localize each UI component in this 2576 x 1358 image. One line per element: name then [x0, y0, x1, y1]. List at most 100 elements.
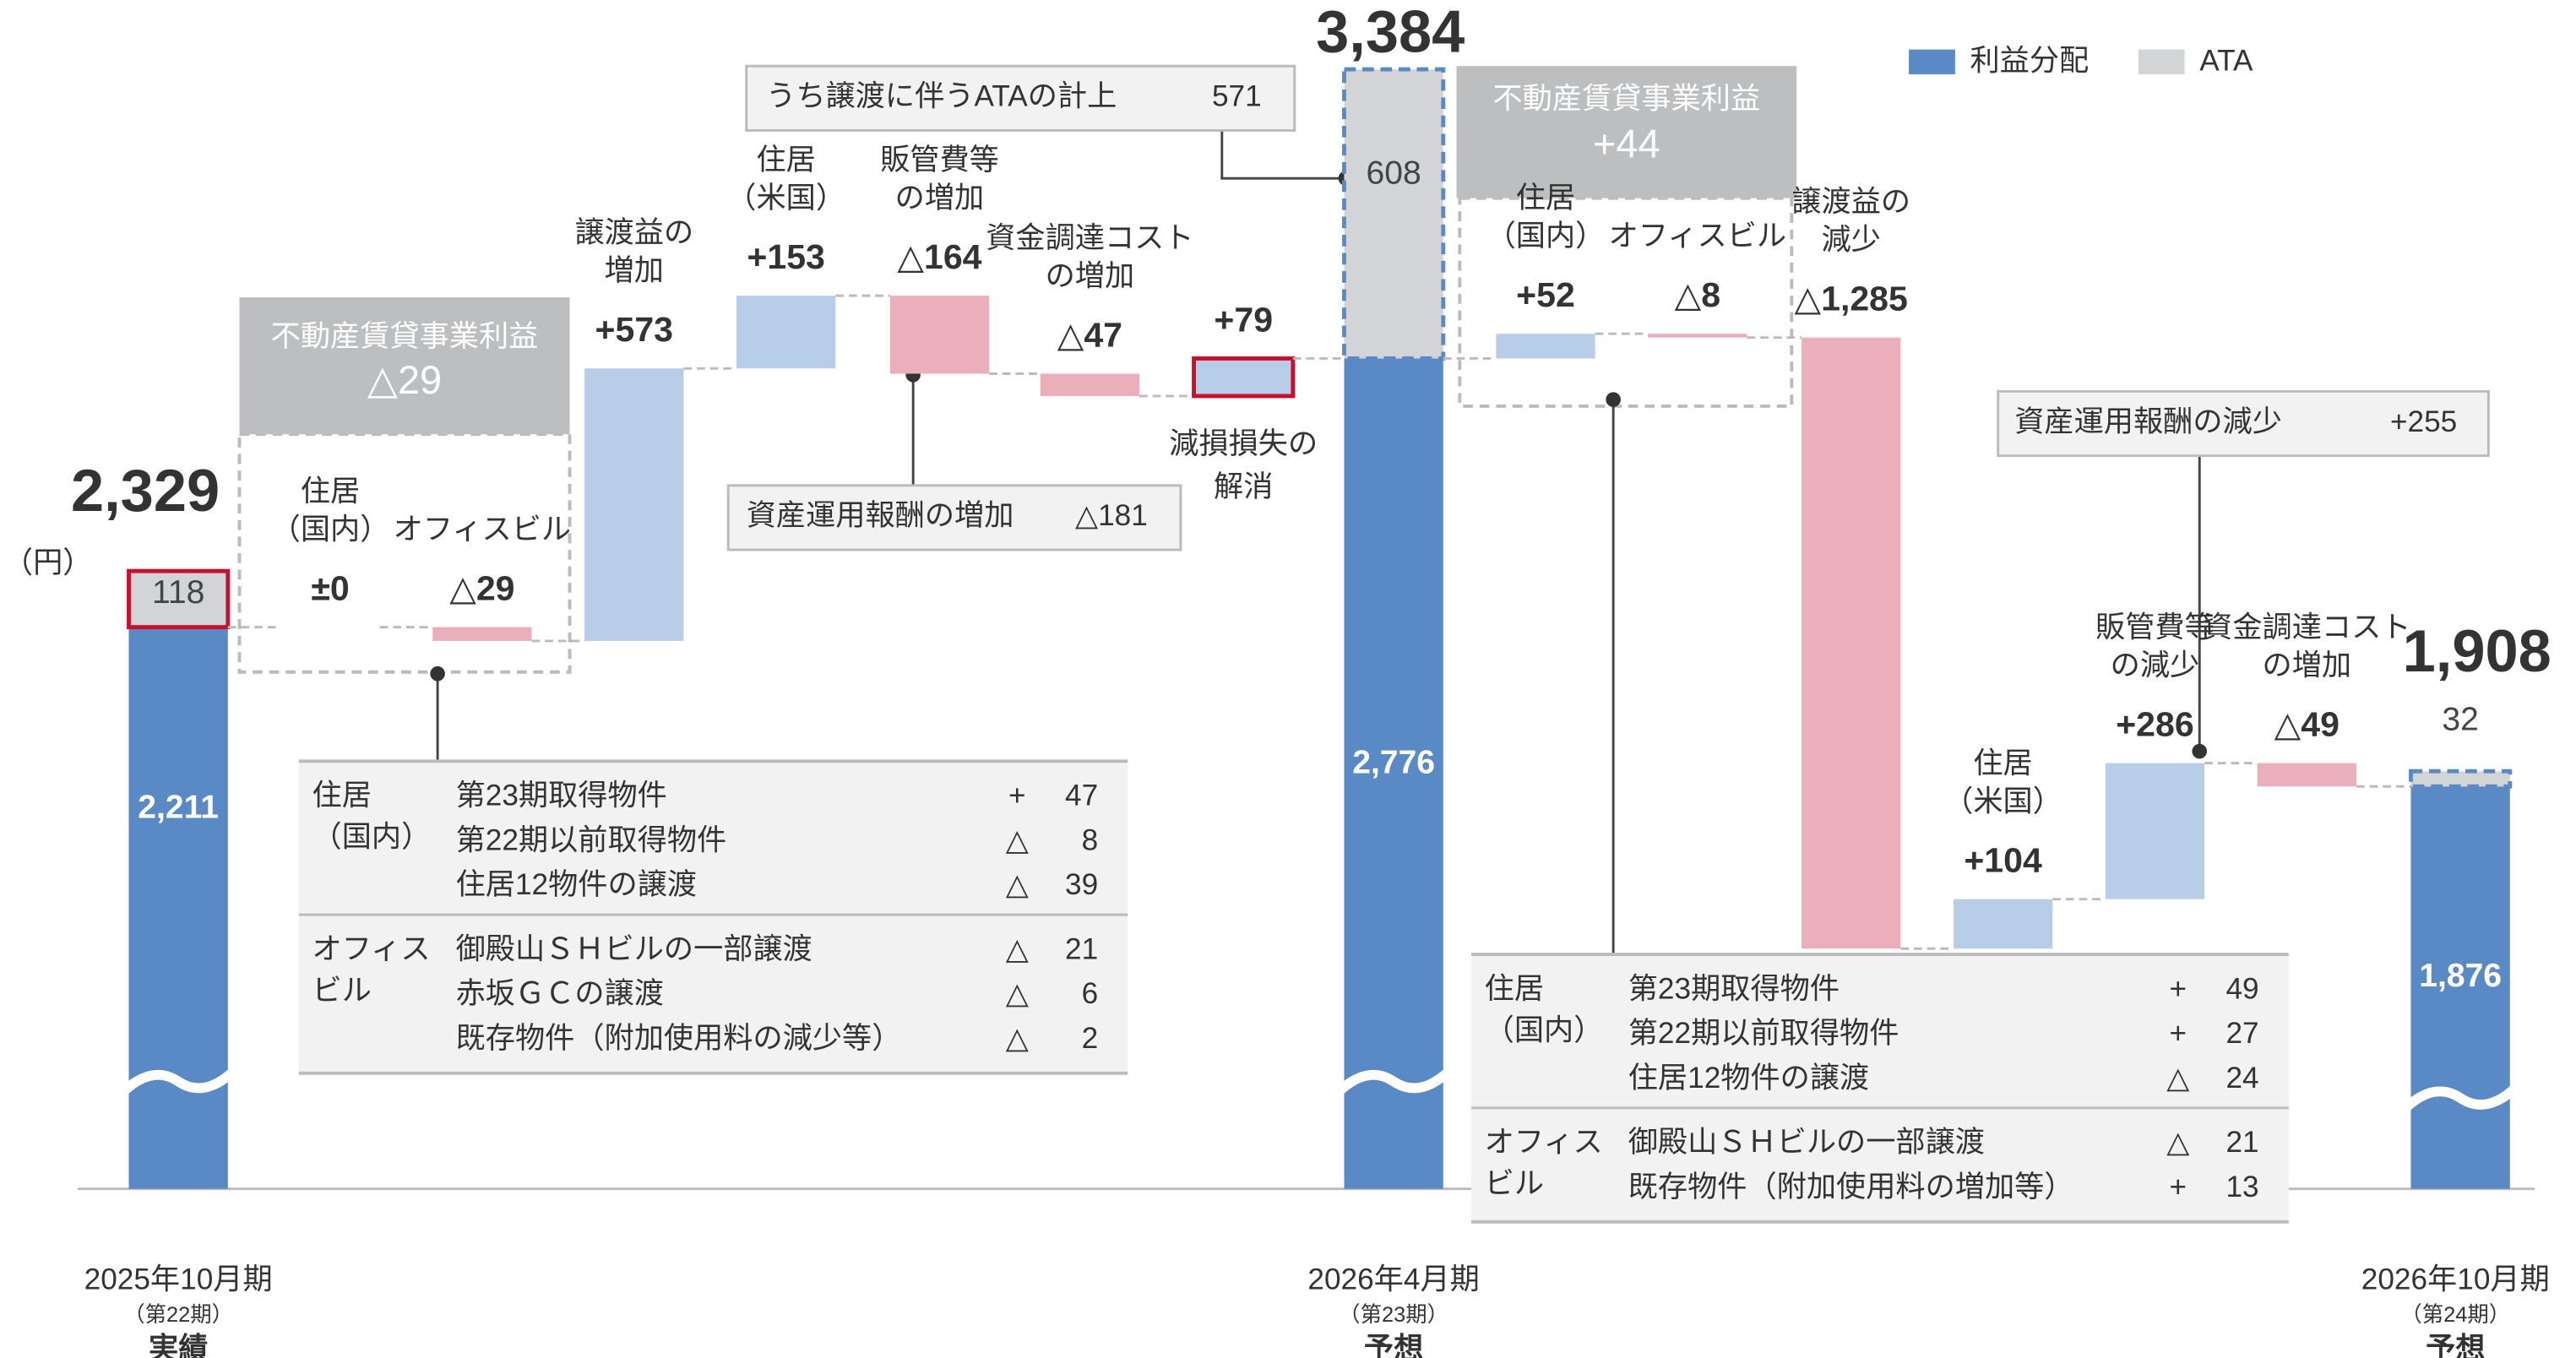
table-row-value: 47	[1065, 779, 1098, 812]
category-label: （第24期）	[2400, 1303, 2510, 1327]
callout-value: △181	[1075, 499, 1148, 532]
step-label: オフィスビル	[1609, 220, 1786, 253]
step-label: オフィスビル	[394, 513, 571, 546]
category-label: （第22期）	[123, 1303, 233, 1327]
group-dot	[1606, 392, 1621, 407]
step-bar	[1802, 337, 1901, 949]
table-group-label: （国内）	[312, 821, 432, 854]
group-title: 不動産賃貸事業利益	[1492, 83, 1760, 116]
step-value: △47	[1057, 315, 1122, 354]
step-value: +79	[1214, 300, 1273, 339]
total-label: 1,908	[2403, 617, 2552, 684]
table-row-name: 既存物件（附加使用料の増加等）	[1628, 1171, 2074, 1203]
step-label: 販管費等	[880, 144, 999, 177]
step-bar	[1648, 334, 1747, 338]
table-row-name: 御殿山ＳＨビルの一部譲渡	[456, 932, 812, 965]
table-row-sign: +	[1008, 779, 1026, 812]
ata-bar	[127, 568, 231, 630]
table-row-sign: +	[2170, 1171, 2187, 1203]
group-value: △29	[367, 358, 442, 402]
table-row-name: 第22期以前取得物件	[1628, 1017, 1899, 1050]
table-row-value: 8	[1082, 823, 1099, 856]
table-row-value: 13	[2225, 1171, 2258, 1203]
category-label: 2026年4月期	[1307, 1263, 1479, 1296]
callout-box	[726, 484, 1182, 551]
callout-dot	[2192, 743, 2208, 759]
category-label: 実績	[149, 1333, 208, 1358]
step-bar	[2257, 763, 2356, 787]
table-row-name: 第23期取得物件	[456, 779, 667, 812]
step-value: +52	[1516, 275, 1575, 314]
table-row-value: 27	[2225, 1017, 2258, 1050]
segment-label: 2,776	[1352, 745, 1435, 781]
legend-swatch	[2138, 49, 2185, 74]
callout-value: +255	[2390, 405, 2457, 438]
step-bar	[889, 296, 990, 374]
step-label: 資金調達コスト	[986, 221, 1193, 254]
table-group-label: 住居	[312, 779, 372, 812]
step-value: △49	[2274, 704, 2340, 743]
callout-value: 571	[1212, 80, 1262, 113]
step-label: 住居	[756, 144, 815, 177]
step-label: （国内）	[1486, 220, 1606, 253]
total-bar	[2410, 786, 2510, 1189]
table-row-sign: △	[2166, 1126, 2189, 1159]
segment-label: 1,876	[2419, 958, 2502, 994]
table-group-label: ビル	[1485, 1167, 1544, 1200]
axis-break	[122, 1069, 235, 1094]
callout-connector	[1220, 130, 1346, 180]
step-label: 減損損失の	[1169, 427, 1318, 460]
callout-text: 資産運用報酬の増加	[747, 499, 1014, 532]
ata-bar	[2409, 769, 2513, 789]
table-group-label: 住居	[1485, 972, 1544, 1005]
table-row-name: 赤坂ＧＣの譲渡	[456, 977, 664, 1010]
table-row-sign: △	[1006, 1022, 1029, 1055]
step-value: +286	[2116, 704, 2193, 743]
step-bar	[1040, 373, 1140, 396]
step-label: 譲渡益の	[1791, 186, 1910, 219]
table-row-sign: △	[1006, 823, 1029, 856]
legend-label: 利益分配	[1970, 45, 2089, 78]
category-label: 2026年10月期	[2361, 1263, 2550, 1296]
axis-break	[1337, 1069, 1450, 1094]
callout-text: うち譲渡に伴うATAの計上	[766, 80, 1117, 113]
total-bar	[128, 627, 228, 1189]
step-label: の減少	[2111, 649, 2200, 682]
category-label: （第23期）	[1339, 1303, 1448, 1327]
group-header	[1456, 66, 1797, 198]
category-label: 予想	[2426, 1333, 2485, 1358]
step-label: （国内）	[271, 513, 390, 546]
step-bar	[2105, 763, 2205, 899]
step-value: +573	[595, 310, 673, 349]
step-value: +153	[747, 237, 824, 276]
step-bar	[584, 368, 684, 641]
step-value: △1,285	[1795, 280, 1908, 318]
table-row-value: 49	[2225, 972, 2258, 1005]
category-label: 2025年10月期	[84, 1263, 273, 1296]
unit-label: （円）	[3, 546, 93, 579]
segment-label: 2,211	[138, 789, 219, 825]
step-value: △164	[897, 237, 981, 276]
table-row-sign: △	[1006, 868, 1029, 901]
ata-bar	[1342, 67, 1446, 361]
callout-text: 資産運用報酬の減少	[2014, 405, 2282, 438]
total-bar	[1344, 358, 1443, 1189]
table-row-value: 24	[2225, 1062, 2258, 1095]
table-group-label: ビル	[312, 974, 372, 1007]
table-group-label: （国内）	[1485, 1013, 1604, 1046]
step-label: 譲渡益の	[574, 216, 693, 249]
step-label: 住居	[1973, 747, 2032, 780]
step-value: +104	[1964, 841, 2042, 880]
step-label: 住居	[301, 475, 360, 508]
table-row-name: 既存物件（附加使用料の減少等）	[456, 1022, 902, 1055]
step-label: 減少	[1822, 224, 1881, 257]
table-row-value: 6	[1082, 977, 1099, 1010]
step-bar	[1496, 334, 1595, 359]
table-row-name: 第23期取得物件	[1628, 972, 1840, 1005]
legend-label: ATA	[2199, 45, 2253, 78]
table-row-value: 39	[1065, 868, 1098, 901]
table-row-value: 21	[2225, 1126, 2258, 1159]
callout-box	[1997, 389, 2490, 458]
table-row-value: 21	[1065, 932, 1098, 965]
